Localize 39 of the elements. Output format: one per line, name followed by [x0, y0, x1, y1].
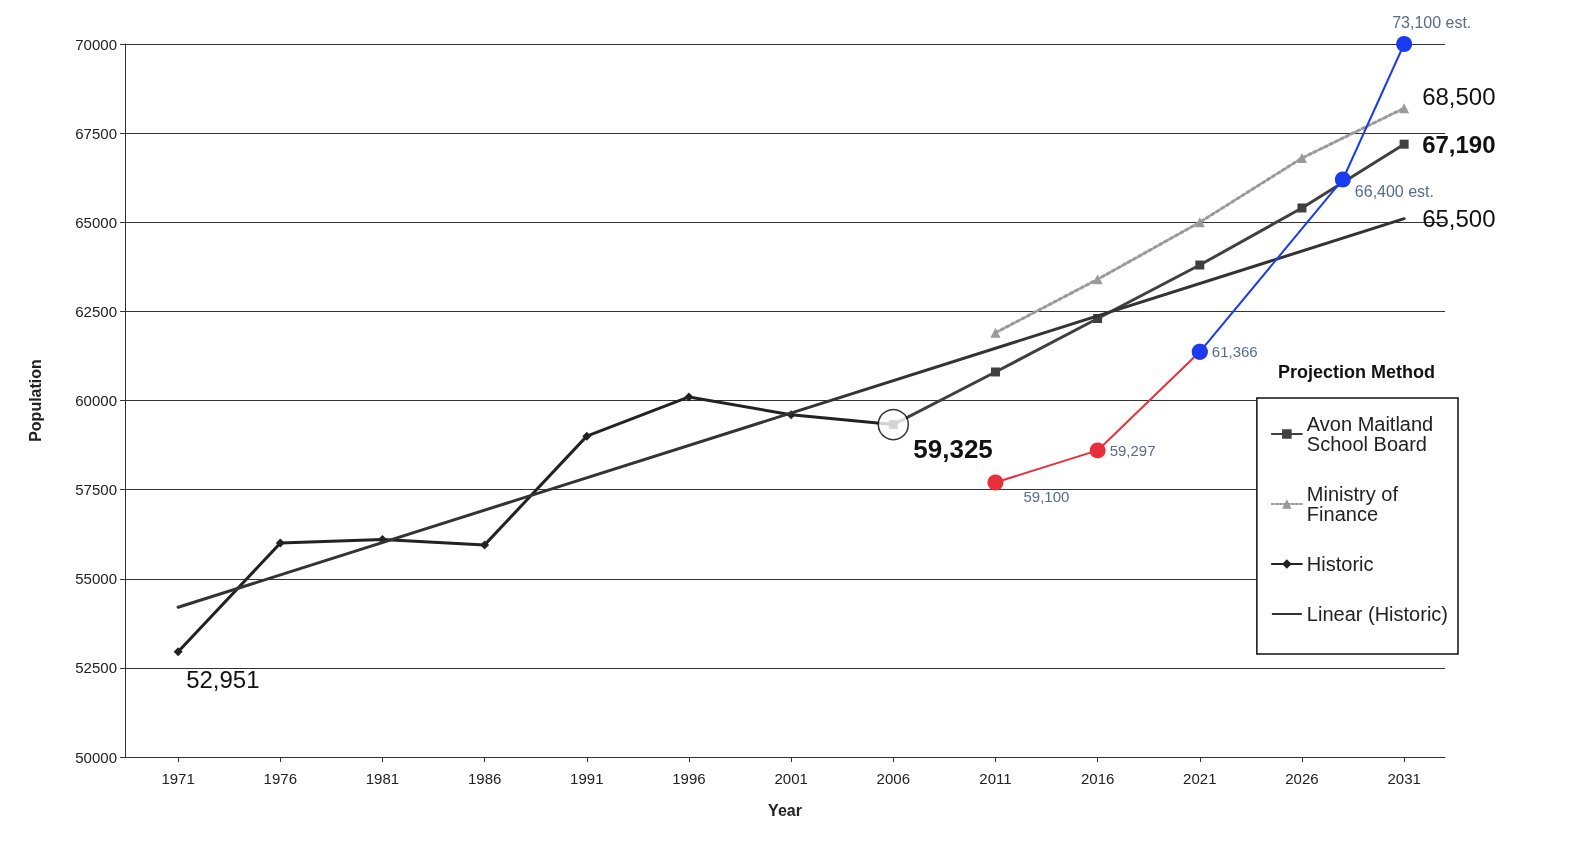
x-tick-label: 1971 [161, 770, 195, 787]
legend-label: Avon Maitland School Board [1306, 413, 1439, 455]
y-tick-label: 57500 [75, 481, 117, 499]
y-tick-label: 67500 [75, 124, 117, 142]
y-tick-label: 52500 [75, 659, 117, 677]
legend-label: Ministry of Finance [1306, 483, 1404, 525]
x-tick-label: 2001 [774, 770, 808, 787]
annotation: 67,190 [1422, 130, 1496, 158]
x-tick-label: 2021 [1183, 770, 1217, 787]
x-tick-label: 1991 [570, 770, 604, 787]
annotation: 68,500 [1422, 82, 1496, 110]
x-tick-label: 2031 [1387, 770, 1421, 787]
x-tick-label: 2011 [979, 770, 1012, 787]
y-tick-label: 55000 [75, 570, 117, 588]
y-tick-label: 65000 [75, 213, 117, 231]
annotation: 66,400 est. [1354, 182, 1434, 200]
y-tick-label: 70000 [75, 35, 117, 53]
annotation: 59,325 [913, 433, 993, 464]
y-tick-label: 50000 [75, 748, 117, 766]
legend-label: Historic [1306, 553, 1374, 575]
annotation: 65,500 [1422, 205, 1496, 233]
annotation: 59,100 [1023, 487, 1070, 505]
x-tick-label: 1976 [263, 770, 297, 787]
x-tick-label: 1981 [365, 770, 400, 787]
x-tick-label: 2026 [1285, 770, 1319, 787]
x-tick-label: 2006 [876, 770, 910, 787]
y-tick-label: 60000 [75, 392, 117, 409]
y-tick-label: 62500 [75, 302, 117, 320]
legend-title: Projection Method [1278, 362, 1435, 382]
annotation: 59,297 [1109, 441, 1156, 459]
x-tick-label: 1986 [467, 770, 502, 787]
annotation: 52,951 [186, 666, 260, 694]
x-axis-title: Year [768, 801, 802, 819]
x-tick-label: 2016 [1080, 770, 1115, 787]
x-tick-label: 1996 [672, 770, 706, 787]
y-axis-title: Population [26, 359, 44, 442]
annotation: 73,100 est. [1392, 13, 1472, 31]
annotation: 61,366 [1211, 343, 1258, 361]
legend-label: Linear (Historic) [1306, 603, 1449, 625]
